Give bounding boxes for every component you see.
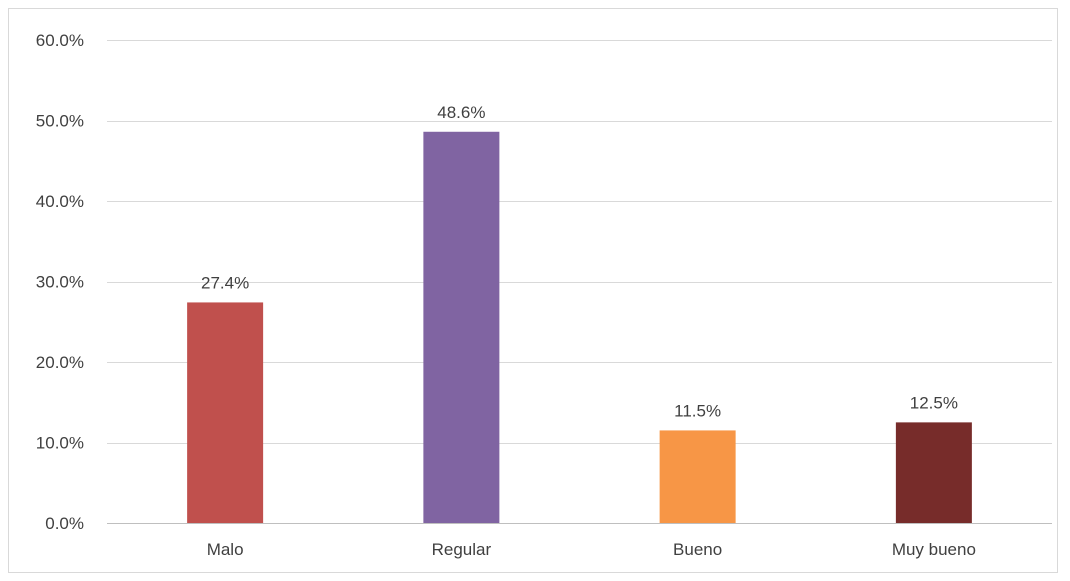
chart-frame bbox=[8, 8, 1058, 573]
gridlines bbox=[107, 40, 1052, 524]
data-label: 11.5% bbox=[674, 401, 721, 420]
x-category-label: Regular bbox=[432, 540, 492, 559]
data-label: 27.4% bbox=[201, 273, 249, 292]
bar-malo bbox=[187, 302, 264, 523]
data-label: 48.6% bbox=[437, 103, 485, 122]
y-tick-label: 50.0% bbox=[36, 112, 84, 131]
x-category-label: Bueno bbox=[673, 540, 722, 559]
y-tick-label: 30.0% bbox=[36, 273, 84, 292]
y-tick-label: 40.0% bbox=[36, 192, 84, 211]
bars bbox=[187, 131, 972, 523]
data-labels: 27.4% 48.6% 11.5% 12.5% bbox=[201, 103, 958, 421]
x-category-label: Malo bbox=[207, 540, 244, 559]
x-category-label: Muy bueno bbox=[892, 540, 976, 559]
y-tick-label: 10.0% bbox=[36, 434, 84, 453]
data-label: 12.5% bbox=[910, 393, 958, 412]
y-tick-label: 0.0% bbox=[45, 514, 84, 533]
bar-muy-bueno bbox=[895, 422, 972, 523]
x-axis-category-labels: Malo Regular Bueno Muy bueno bbox=[207, 540, 976, 559]
y-tick-label: 20.0% bbox=[36, 353, 84, 372]
bar-bueno bbox=[659, 430, 736, 523]
bar-regular bbox=[423, 131, 500, 523]
y-axis-tick-labels: 0.0% 10.0% 20.0% 30.0% 40.0% 50.0% 60.0% bbox=[36, 31, 84, 533]
y-tick-label: 60.0% bbox=[36, 31, 84, 50]
